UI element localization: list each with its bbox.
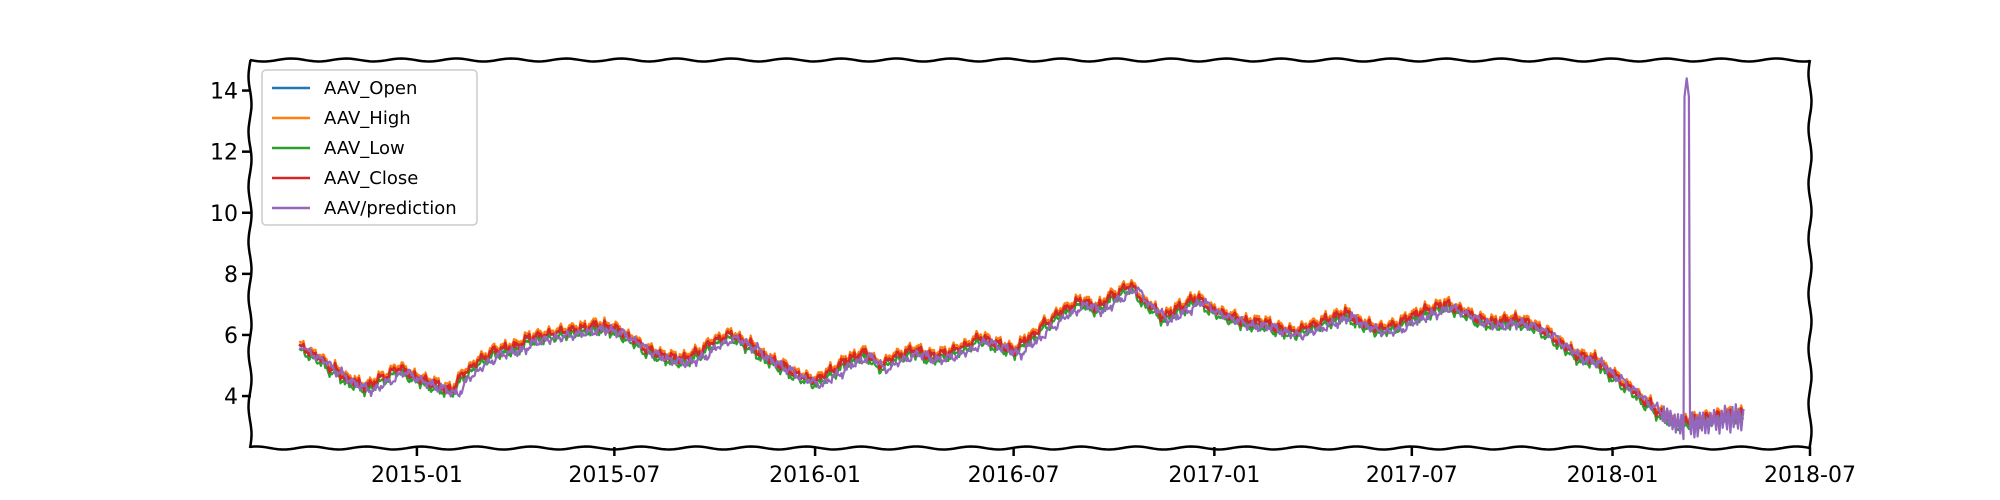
plot-frame [247, 57, 1813, 451]
legend-label: AAV_High [324, 108, 411, 129]
legend-label: AAV_Open [324, 78, 417, 99]
series-line-2 [298, 279, 1745, 426]
series-line-5 [299, 77, 1745, 441]
x-tick-label: 2015-07 [568, 463, 660, 488]
y-tick-label: 8 [224, 263, 238, 288]
series-line-4 [298, 281, 1745, 429]
legend-label: AAV_Close [324, 168, 418, 189]
y-axis: 4 6 8 10 12 14 [210, 80, 251, 410]
legend-label: AAV/prediction [324, 198, 457, 219]
legend: AAV_Open AAV_High AAV_Low AAV_Close AAV/pred… [261, 69, 478, 226]
legend-box [261, 69, 478, 226]
x-tick-label: 2015-01 [371, 463, 463, 488]
series-lines [298, 77, 1745, 441]
x-tick-label: 2018-07 [1764, 463, 1856, 488]
y-tick-label: 4 [224, 385, 238, 410]
x-tick-label: 2016-07 [968, 463, 1060, 488]
y-tick-label: 14 [210, 80, 238, 105]
y-tick-label: 12 [210, 141, 238, 166]
legend-label: AAV_Low [324, 138, 405, 159]
x-axis: 2015-01 2015-07 2016-01 2016-07 2017-01 2017-… [371, 447, 1856, 488]
x-tick-label: 2017-07 [1366, 463, 1458, 488]
y-tick-label: 6 [224, 324, 238, 349]
x-tick-label: 2017-01 [1168, 463, 1260, 488]
y-tick-label: 10 [210, 202, 238, 227]
x-tick-label: 2018-01 [1567, 463, 1659, 488]
x-tick-label: 2016-01 [769, 463, 861, 488]
